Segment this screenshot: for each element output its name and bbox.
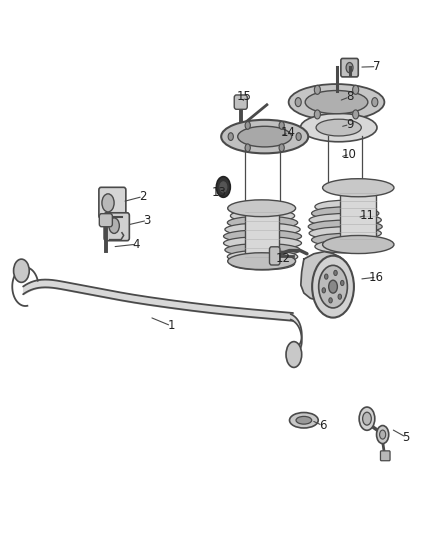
Ellipse shape bbox=[295, 98, 301, 107]
Ellipse shape bbox=[245, 144, 251, 152]
Ellipse shape bbox=[322, 179, 394, 197]
Ellipse shape bbox=[315, 200, 375, 213]
Ellipse shape bbox=[308, 220, 382, 233]
FancyBboxPatch shape bbox=[104, 213, 129, 241]
Ellipse shape bbox=[309, 214, 381, 227]
Ellipse shape bbox=[223, 237, 301, 249]
Ellipse shape bbox=[216, 176, 230, 197]
Ellipse shape bbox=[328, 280, 337, 293]
Ellipse shape bbox=[314, 85, 321, 94]
Bar bbox=[245, 208, 279, 261]
Ellipse shape bbox=[311, 233, 379, 246]
Ellipse shape bbox=[305, 91, 368, 114]
Text: 4: 4 bbox=[133, 238, 140, 251]
Ellipse shape bbox=[338, 294, 342, 299]
Ellipse shape bbox=[221, 120, 308, 154]
Ellipse shape bbox=[245, 122, 251, 130]
Ellipse shape bbox=[227, 216, 298, 229]
Text: 10: 10 bbox=[342, 148, 357, 160]
Text: 3: 3 bbox=[144, 214, 151, 227]
Ellipse shape bbox=[230, 209, 295, 222]
FancyBboxPatch shape bbox=[381, 451, 390, 461]
Ellipse shape bbox=[109, 218, 119, 233]
Text: 15: 15 bbox=[237, 90, 252, 103]
Ellipse shape bbox=[223, 230, 301, 243]
Ellipse shape bbox=[14, 259, 29, 282]
Ellipse shape bbox=[316, 119, 361, 136]
Ellipse shape bbox=[279, 122, 284, 130]
Text: 2: 2 bbox=[139, 190, 147, 203]
Ellipse shape bbox=[315, 240, 375, 253]
Polygon shape bbox=[301, 252, 350, 301]
Ellipse shape bbox=[325, 274, 328, 279]
Ellipse shape bbox=[353, 110, 359, 119]
Text: 9: 9 bbox=[346, 118, 353, 131]
Ellipse shape bbox=[289, 84, 385, 120]
Text: 7: 7 bbox=[373, 60, 380, 73]
Text: 12: 12 bbox=[276, 252, 291, 264]
Ellipse shape bbox=[225, 244, 300, 256]
Ellipse shape bbox=[230, 257, 295, 270]
Ellipse shape bbox=[228, 200, 296, 216]
Ellipse shape bbox=[286, 342, 302, 367]
Bar bbox=[340, 188, 376, 245]
FancyBboxPatch shape bbox=[269, 247, 280, 265]
Ellipse shape bbox=[380, 430, 386, 439]
Text: 8: 8 bbox=[346, 90, 353, 103]
Text: 13: 13 bbox=[212, 186, 226, 199]
Ellipse shape bbox=[228, 133, 233, 141]
Ellipse shape bbox=[329, 298, 332, 303]
Ellipse shape bbox=[220, 182, 227, 192]
Ellipse shape bbox=[225, 223, 300, 236]
Ellipse shape bbox=[296, 416, 312, 424]
FancyBboxPatch shape bbox=[99, 187, 126, 219]
Ellipse shape bbox=[227, 251, 298, 263]
Ellipse shape bbox=[311, 207, 379, 220]
Ellipse shape bbox=[363, 412, 371, 425]
Text: 1: 1 bbox=[167, 319, 175, 333]
Ellipse shape bbox=[238, 126, 292, 147]
Ellipse shape bbox=[340, 280, 344, 286]
Ellipse shape bbox=[372, 98, 378, 107]
Ellipse shape bbox=[334, 270, 337, 276]
Ellipse shape bbox=[353, 85, 359, 94]
Ellipse shape bbox=[322, 236, 394, 254]
Text: 14: 14 bbox=[281, 126, 296, 140]
Ellipse shape bbox=[300, 114, 377, 142]
Ellipse shape bbox=[102, 194, 114, 212]
Ellipse shape bbox=[377, 425, 389, 443]
Ellipse shape bbox=[290, 413, 318, 428]
Text: 5: 5 bbox=[403, 431, 410, 444]
Ellipse shape bbox=[279, 144, 284, 152]
FancyBboxPatch shape bbox=[99, 214, 113, 227]
Ellipse shape bbox=[309, 227, 381, 240]
Ellipse shape bbox=[346, 62, 353, 73]
FancyBboxPatch shape bbox=[234, 95, 247, 109]
Text: 11: 11 bbox=[360, 208, 374, 222]
Ellipse shape bbox=[312, 256, 354, 318]
Ellipse shape bbox=[319, 265, 347, 308]
Text: 16: 16 bbox=[369, 271, 384, 284]
Ellipse shape bbox=[296, 133, 301, 141]
FancyBboxPatch shape bbox=[341, 59, 358, 77]
Ellipse shape bbox=[228, 253, 296, 270]
Text: 6: 6 bbox=[319, 419, 326, 432]
Ellipse shape bbox=[314, 110, 321, 119]
Ellipse shape bbox=[322, 288, 325, 293]
Ellipse shape bbox=[359, 407, 375, 430]
